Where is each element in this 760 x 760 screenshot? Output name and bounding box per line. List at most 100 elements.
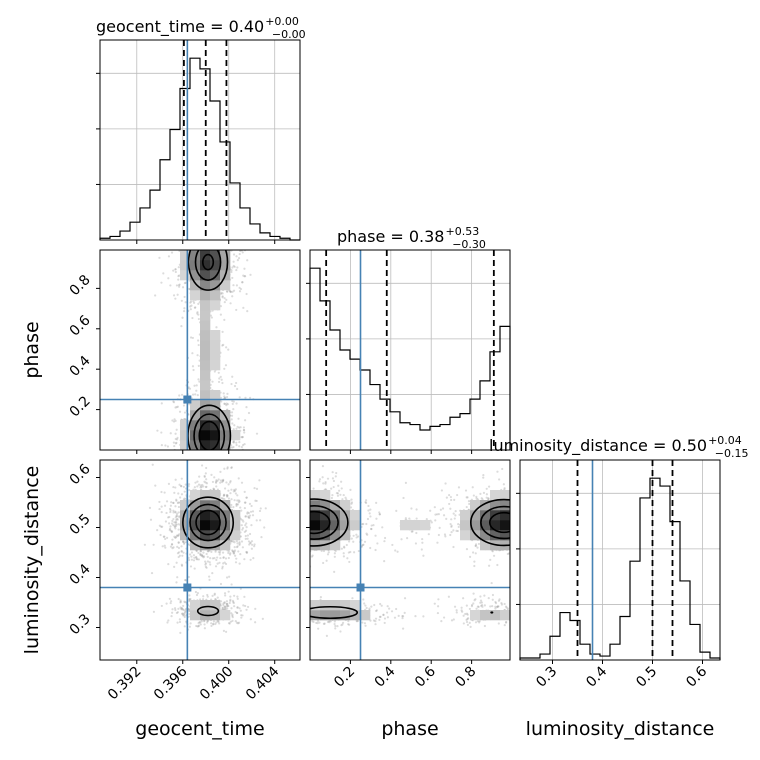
sample-point <box>365 606 368 610</box>
sample-point <box>244 604 247 608</box>
tick-label-phase-3: 0.8 <box>452 664 479 691</box>
density-cell <box>210 340 221 351</box>
sample-point <box>477 605 480 608</box>
sample-point <box>218 551 222 554</box>
density-cell <box>480 610 491 621</box>
sample-point <box>197 378 200 381</box>
sample-point <box>160 281 163 284</box>
sample-point <box>212 623 215 626</box>
sample-point <box>473 560 476 563</box>
sample-point <box>241 281 244 284</box>
sample-point <box>362 543 365 546</box>
sample-point <box>455 609 458 612</box>
sample-point <box>361 523 364 526</box>
sample-point <box>170 615 173 618</box>
sample-point <box>174 268 177 271</box>
sample-point <box>164 444 167 447</box>
labels-layer: geocent_time = 0.40+0.00 −0.00 phase = 0.… <box>21 15 749 740</box>
sample-point <box>222 602 225 605</box>
sample-point <box>181 612 184 615</box>
sample-point <box>236 494 239 497</box>
sample-point <box>404 517 407 520</box>
sample-point <box>160 604 163 608</box>
density-cell <box>500 610 510 621</box>
sample-point <box>496 470 499 473</box>
density-cell <box>190 290 201 301</box>
sample-point <box>466 623 469 626</box>
sample-point <box>189 308 192 311</box>
sample-point <box>465 547 469 551</box>
sample-point <box>233 384 237 388</box>
sample-point <box>184 301 187 304</box>
sample-point <box>177 534 180 537</box>
sample-point <box>476 605 480 608</box>
sample-point <box>192 300 195 303</box>
sample-point <box>433 506 436 509</box>
sample-point <box>166 445 170 448</box>
sample-point <box>173 525 176 529</box>
sample-point <box>383 560 386 563</box>
sample-point <box>239 250 242 253</box>
sample-point <box>174 297 177 300</box>
sample-point <box>207 550 210 553</box>
sample-point <box>222 629 226 632</box>
sample-point <box>247 540 251 543</box>
sample-point <box>471 486 474 489</box>
density-cell <box>470 500 481 511</box>
sample-point <box>487 485 491 488</box>
contour-line <box>189 503 227 542</box>
sample-point <box>235 427 238 430</box>
sample-point <box>333 620 336 623</box>
sample-point <box>364 500 367 504</box>
sample-point <box>246 537 249 540</box>
sample-point <box>489 605 492 608</box>
sample-point <box>225 576 229 579</box>
sample-point <box>235 557 238 560</box>
sample-point <box>437 533 440 537</box>
sample-point <box>225 493 228 497</box>
contour-line <box>310 510 331 535</box>
sample-point <box>188 612 191 616</box>
sample-point <box>223 592 227 595</box>
sample-point <box>209 563 212 566</box>
sample-point <box>343 546 346 549</box>
sample-point <box>449 533 452 537</box>
sample-point <box>175 499 178 502</box>
sample-point <box>246 259 249 262</box>
sample-point <box>180 493 184 496</box>
sample-point <box>321 476 324 479</box>
sample-point <box>178 618 181 621</box>
sample-point <box>500 601 503 605</box>
tick-label-luminosity-distance-1: 0.4 <box>67 561 94 588</box>
sample-point <box>241 528 244 531</box>
sample-point <box>204 560 207 563</box>
sample-point <box>219 481 222 484</box>
sample-point <box>378 513 381 516</box>
sample-point <box>172 501 175 505</box>
sample-point <box>197 364 200 367</box>
sample-point <box>197 343 200 347</box>
sample-point <box>453 517 456 520</box>
sample-point <box>209 314 212 317</box>
sample-point <box>188 403 191 406</box>
sample-point <box>193 306 197 309</box>
sample-point <box>178 620 182 624</box>
sample-point <box>167 563 170 566</box>
sample-point <box>334 624 337 628</box>
sample-point <box>236 606 239 609</box>
sample-point <box>180 485 183 488</box>
sample-point <box>355 620 359 623</box>
sample-point <box>168 515 171 519</box>
sample-point <box>206 593 209 597</box>
sample-point <box>174 516 177 519</box>
sample-point <box>197 317 200 321</box>
sample-point <box>178 274 181 277</box>
sample-point <box>175 535 178 538</box>
sample-point <box>245 496 248 499</box>
density-cell <box>340 510 351 521</box>
sample-point <box>250 547 253 550</box>
sample-point <box>322 549 326 553</box>
contour-line <box>310 498 349 547</box>
sample-point <box>452 529 455 532</box>
sample-point <box>229 552 232 555</box>
